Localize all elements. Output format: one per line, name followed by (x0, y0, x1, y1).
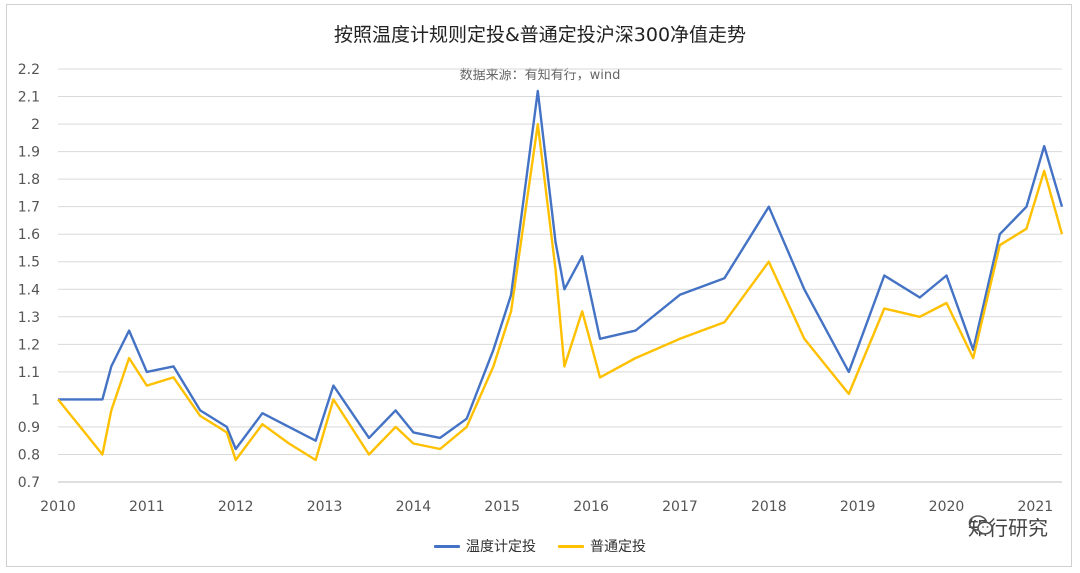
x-tick-label: 2010 (40, 499, 76, 515)
series-line-2 (57, 122, 1064, 462)
legend-swatch (558, 544, 584, 548)
x-tick-label: 2012 (218, 499, 254, 515)
y-tick-label: 1.6 (18, 227, 40, 243)
legend-item: 温度计定投 (434, 536, 536, 556)
legend-swatch (434, 544, 460, 548)
wechat-icon (968, 515, 993, 535)
legend: 温度计定投 普通定投 (0, 536, 1080, 556)
y-tick-label: 1.8 (18, 172, 40, 188)
x-tick-label: 2014 (396, 499, 432, 515)
y-tick-label: 1 (31, 392, 40, 408)
y-tick-label: 0.9 (18, 420, 40, 436)
x-tick-label: 2019 (840, 499, 876, 515)
legend-label: 温度计定投 (466, 539, 536, 555)
y-tick-label: 1.7 (18, 200, 40, 216)
series-line-1 (58, 89, 1064, 451)
y-tick-label: 0.8 (18, 447, 40, 463)
x-tick-label: 2021 (1018, 499, 1054, 515)
x-tick-label: 2017 (662, 499, 698, 515)
x-tick-label: 2015 (484, 499, 520, 515)
legend-item: 普通定投 (558, 536, 646, 556)
y-tick-label: 2 (31, 117, 40, 133)
x-tick-label: 2011 (129, 499, 165, 515)
chart-title: 按照温度计规则定投&普通定投沪深300净值走势 (333, 24, 747, 46)
x-tick-label: 2018 (751, 499, 787, 515)
y-tick-label: 1.2 (18, 337, 40, 353)
y-tick-label: 1.9 (18, 145, 40, 161)
y-tick-label: 2.2 (18, 62, 40, 78)
y-tick-label: 1.5 (18, 255, 40, 271)
legend-label: 普通定投 (590, 539, 646, 555)
x-tick-label: 2020 (929, 499, 965, 515)
y-tick-label: 1.3 (18, 310, 40, 326)
y-tick-label: 1.4 (18, 282, 40, 298)
watermark: 知行研究 (968, 512, 1048, 541)
x-tick-label: 2016 (573, 499, 609, 515)
x-tick-label: 2013 (307, 499, 343, 515)
y-tick-label: 1.1 (18, 365, 40, 381)
y-tick-label: 0.7 (18, 475, 40, 491)
y-tick-label: 2.1 (18, 90, 40, 106)
chart-subtitle: 数据来源：有知有行，wind (459, 68, 621, 83)
